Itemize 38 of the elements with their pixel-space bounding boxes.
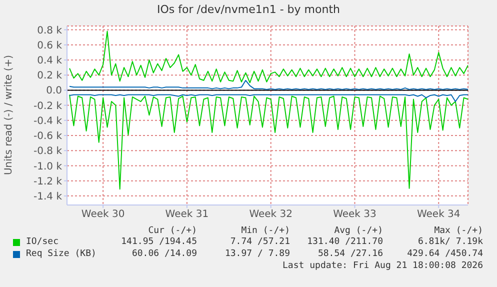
y-tick-label: 0.0 xyxy=(46,86,62,97)
x-tick-label: Week 34 xyxy=(416,209,460,220)
line-series xyxy=(69,80,468,90)
text: Cur (-/+) xyxy=(147,226,197,236)
y-tick-label: 0.2 k xyxy=(37,70,62,82)
y-tick-label: -1.2 k xyxy=(34,176,62,188)
chart-title: IOs for /dev/nvme1n1 - by month xyxy=(156,3,341,16)
line-series xyxy=(69,94,468,102)
y-tick-label: -1.0 k xyxy=(34,161,62,172)
line-series xyxy=(69,94,468,190)
text: Last update: Fri Aug 21 18:00:08 2026 xyxy=(282,261,483,271)
text: 131.40 /211.70 xyxy=(307,237,383,247)
text: 13.97 / 7.89 xyxy=(224,249,290,259)
y-tick-label: -0.6 k xyxy=(34,131,62,142)
text: 60.06 /14.09 xyxy=(132,249,197,259)
text: Avg (-/+) xyxy=(334,226,383,236)
y-tick-label: -0.4 k xyxy=(34,116,62,127)
y-tick-label: 0.6 k xyxy=(37,40,62,52)
legend-label: Req Size (KB) xyxy=(26,249,96,259)
text: 58.54 /27.16 xyxy=(318,249,383,259)
text: 141.95 /194.45 xyxy=(120,237,197,247)
x-tick-label: Week 33 xyxy=(333,209,376,220)
y-tick-label: -1.4 k xyxy=(34,191,62,202)
x-tick-label: Week 30 xyxy=(81,209,125,220)
y-tick-label: 0.4 k xyxy=(37,56,62,67)
text: Max (-/+) xyxy=(434,226,483,236)
x-tick-label: Week 31 xyxy=(165,209,209,220)
legend-label: IO/sec xyxy=(26,237,59,247)
line-series xyxy=(69,30,468,84)
text: 6.81k/ 7.19k xyxy=(418,237,483,247)
y-tick-label: -0.8 k xyxy=(34,146,62,158)
y-axis-title: Units read (-) / write (+) xyxy=(4,54,14,176)
y-tick-label: -0.2 k xyxy=(34,100,62,112)
x-tick-label: Week 32 xyxy=(249,209,293,220)
text: 429.64 /450.74 xyxy=(407,249,483,259)
text: Min (-/+) xyxy=(241,226,290,236)
y-tick-label: 0.8 k xyxy=(37,25,62,36)
text: 7.74 /57.21 xyxy=(230,237,290,247)
